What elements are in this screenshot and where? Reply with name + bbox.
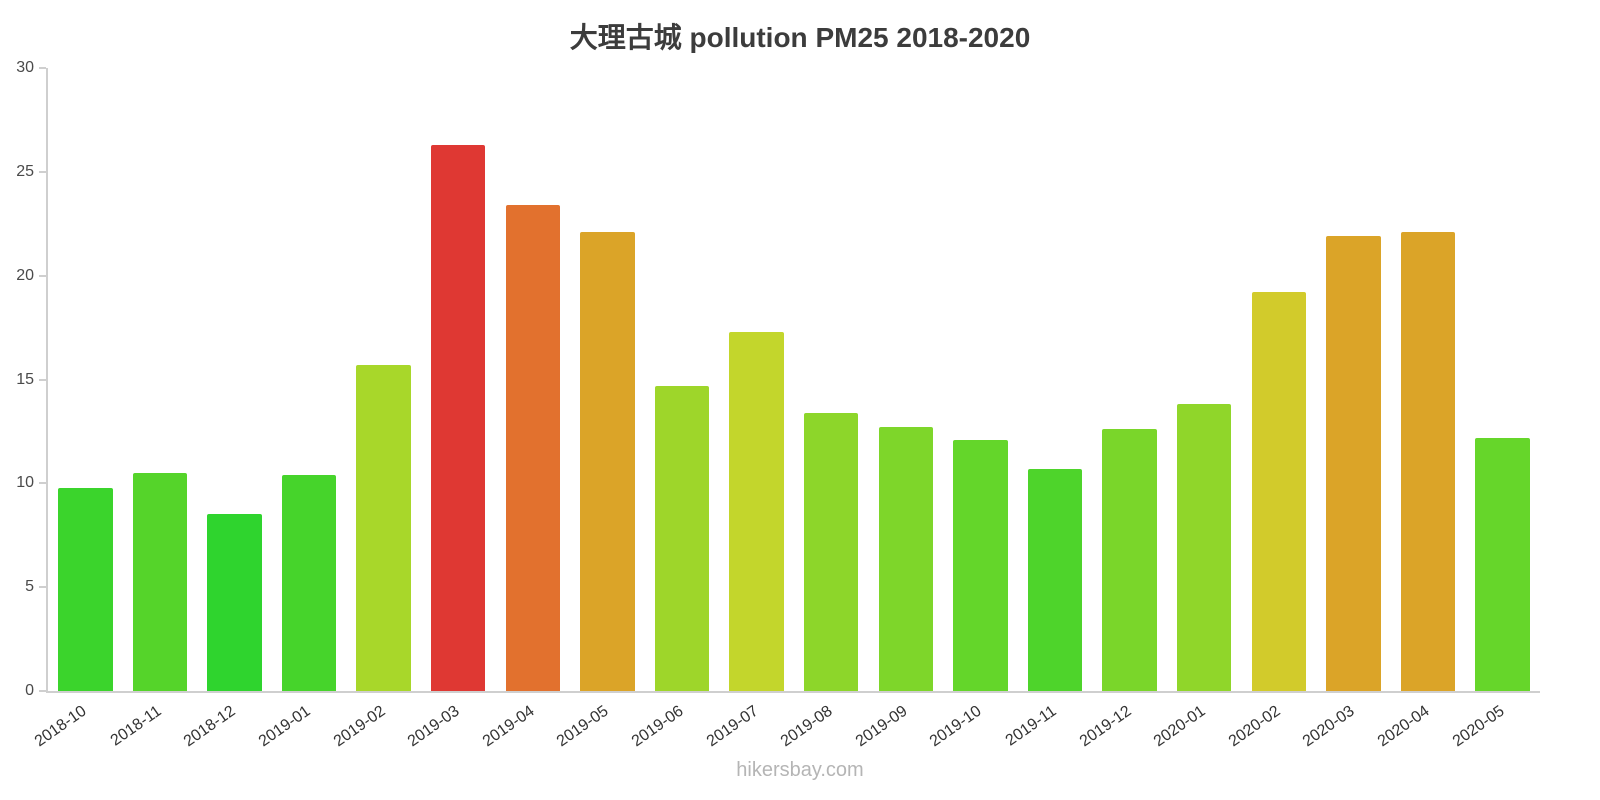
watermark: hikersbay.com bbox=[736, 759, 864, 781]
bar-2019-07[interactable] bbox=[729, 331, 784, 691]
bar-slot: 2019-12 bbox=[1076, 68, 1167, 750]
y-axis-tick-label: 10 bbox=[16, 474, 34, 492]
y-axis-tick-mark bbox=[39, 378, 46, 381]
bar-slot: 2019-02 bbox=[330, 68, 421, 750]
x-axis-label: 2019-03 bbox=[405, 702, 463, 751]
bar-2019-01[interactable] bbox=[281, 475, 337, 691]
bar-slot: 2019-08 bbox=[778, 68, 869, 750]
bar-2019-12[interactable] bbox=[1102, 429, 1157, 691]
bar-2019-11[interactable] bbox=[1027, 468, 1083, 691]
bar-2020-04[interactable] bbox=[1400, 232, 1456, 691]
bar-2020-01[interactable] bbox=[1176, 404, 1232, 691]
x-axis-label: 2019-02 bbox=[330, 702, 389, 751]
bar-slot: 2019-07 bbox=[703, 68, 794, 750]
bars-container: 2018-10 2018-11 2018-12 2019-01 2019-02 2019-… bbox=[32, 68, 1540, 750]
bar-slot: 2018-12 bbox=[181, 68, 272, 750]
y-axis-tick-mark bbox=[39, 482, 46, 485]
bar-2019-06[interactable] bbox=[654, 385, 710, 691]
bar-2018-12[interactable] bbox=[207, 514, 262, 691]
bar-slot: 2019-11 bbox=[1003, 68, 1093, 750]
x-axis-label: 2019-07 bbox=[703, 702, 762, 751]
x-axis-label: 2018-10 bbox=[32, 702, 90, 751]
y-axis-tick-mark bbox=[39, 274, 46, 277]
x-axis-label: 2020-01 bbox=[1150, 702, 1209, 751]
bar-2020-02[interactable] bbox=[1251, 292, 1307, 691]
bar-2020-03[interactable] bbox=[1326, 236, 1381, 691]
bar-2018-10[interactable] bbox=[58, 487, 113, 691]
x-axis-label: 2020-04 bbox=[1374, 702, 1433, 751]
bar-slot: 2019-10 bbox=[927, 68, 1018, 750]
bar-2019-08[interactable] bbox=[804, 412, 859, 691]
x-axis-label: 2020-05 bbox=[1449, 702, 1508, 751]
y-axis-tick-label: 5 bbox=[25, 578, 34, 596]
bar-2018-11[interactable] bbox=[132, 472, 188, 691]
x-axis-label: 2018-12 bbox=[181, 702, 240, 751]
x-axis-label: 2019-12 bbox=[1076, 702, 1135, 751]
x-axis-label: 2019-05 bbox=[554, 702, 613, 751]
x-axis-label: 2019-01 bbox=[255, 702, 314, 751]
y-axis-tick-mark bbox=[39, 586, 46, 589]
bar-2019-03[interactable] bbox=[431, 144, 486, 691]
bar-slot: 2020-02 bbox=[1226, 68, 1317, 750]
chart-title: 大理古城 pollution PM25 2018-2020 bbox=[569, 22, 1031, 53]
bar-2020-05[interactable] bbox=[1475, 437, 1530, 691]
bar-slot: 2019-03 bbox=[405, 68, 496, 750]
x-axis-label: 2019-04 bbox=[479, 702, 538, 751]
bar-slot: 2019-09 bbox=[853, 68, 944, 750]
bar-slot: 2020-05 bbox=[1449, 68, 1540, 750]
bar-slot: 2020-04 bbox=[1375, 68, 1466, 750]
x-axis-label: 2019-09 bbox=[852, 702, 911, 751]
y-axis-tick-label: 25 bbox=[16, 162, 34, 180]
bar-slot: 2020-03 bbox=[1300, 68, 1391, 750]
x-axis-label: 2019-10 bbox=[927, 702, 986, 751]
x-axis-label: 2019-06 bbox=[628, 702, 687, 751]
x-axis-label: 2020-03 bbox=[1300, 702, 1358, 751]
y-axis-tick-mark bbox=[39, 690, 46, 692]
bar-slot: 2019-04 bbox=[480, 68, 571, 750]
y-axis-tick-label: 0 bbox=[25, 682, 34, 699]
bar-slot: 2018-10 bbox=[32, 68, 123, 750]
bar-slot: 2020-01 bbox=[1151, 68, 1242, 750]
bar-slot: 2019-05 bbox=[554, 68, 645, 750]
x-axis-label: 2019-08 bbox=[777, 702, 836, 751]
bar-2019-10[interactable] bbox=[953, 439, 1008, 691]
bar-slot: 2018-11 bbox=[108, 68, 198, 750]
y-axis-tick-label: 15 bbox=[16, 370, 34, 388]
bar-slot: 2019-01 bbox=[256, 68, 347, 750]
y-axis-tick-mark bbox=[39, 170, 46, 173]
bar-2019-05[interactable] bbox=[580, 232, 635, 691]
y-axis-tick-mark bbox=[39, 67, 46, 69]
x-axis-label: 2020-02 bbox=[1225, 702, 1284, 751]
plot-area: 0 5 10 15 20 25 30 2018-10 2018-11 2018-12 2019-0… bbox=[16, 59, 1540, 750]
bar-2019-04[interactable] bbox=[505, 205, 561, 691]
bar-slot: 2019-06 bbox=[629, 68, 720, 750]
bar-2019-09[interactable] bbox=[878, 427, 934, 691]
x-axis-label: 2019-11 bbox=[1002, 702, 1060, 750]
x-axis-label: 2018-11 bbox=[107, 702, 165, 750]
y-axis-tick-label: 20 bbox=[16, 266, 34, 284]
y-axis-tick-label: 30 bbox=[16, 59, 34, 76]
bar-2019-02[interactable] bbox=[356, 364, 411, 691]
